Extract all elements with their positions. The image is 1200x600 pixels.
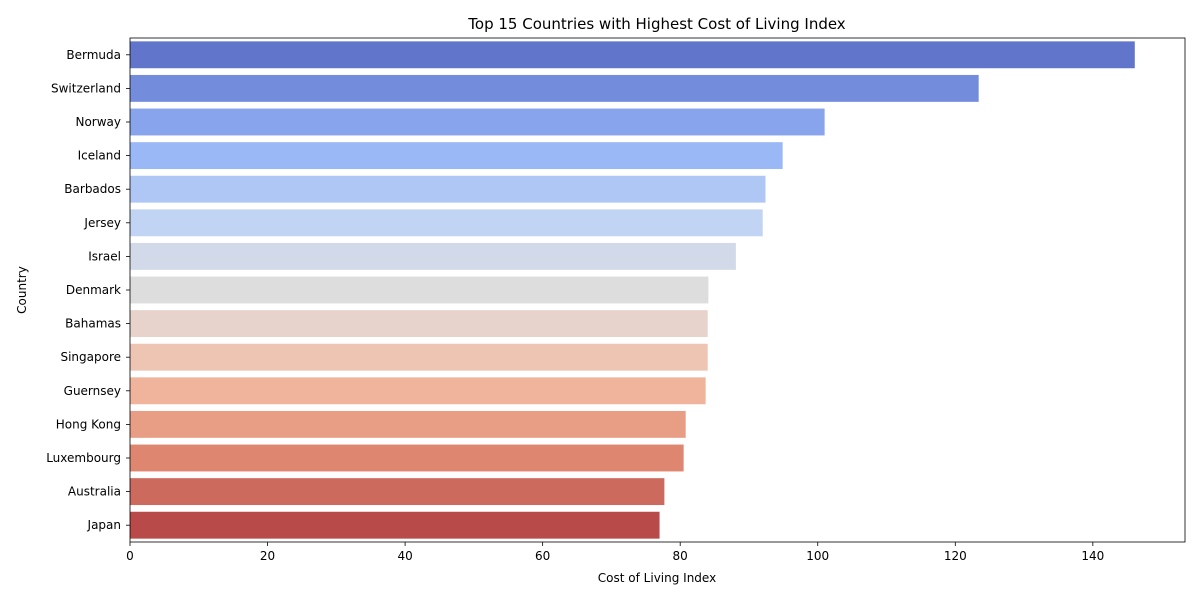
bar-australia (130, 478, 665, 506)
y-tick-label: Bahamas (65, 317, 121, 331)
chart-title: Top 15 Countries with Highest Cost of Li… (467, 15, 846, 33)
bar-singapore (130, 343, 708, 371)
y-tick-label: Australia (68, 485, 121, 499)
bar-hong-kong (130, 410, 686, 438)
bars-group (130, 41, 1135, 539)
x-tick-label: 120 (944, 549, 967, 563)
bar-jersey (130, 209, 763, 237)
y-tick-label: Denmark (66, 283, 121, 297)
bar-iceland (130, 142, 783, 170)
y-tick-label: Norway (75, 115, 121, 129)
plot-frame (129, 37, 1186, 543)
y-tick-label: Singapore (60, 350, 121, 364)
bar-switzerland (130, 74, 979, 102)
bar-japan (130, 511, 660, 539)
x-axis-ticks: 0 20 40 60 80 100 120 140 (126, 542, 1104, 563)
y-tick-label: Japan (87, 518, 121, 532)
y-tick-label: Iceland (78, 149, 121, 163)
y-tick-label: Bermuda (66, 48, 121, 62)
bar-luxembourg (130, 444, 684, 472)
bar-denmark (130, 276, 709, 304)
y-tick-label: Jersey (83, 216, 121, 230)
bar-bahamas (130, 310, 708, 338)
y-tick-label: Hong Kong (56, 417, 121, 431)
x-tick-label: 100 (806, 549, 829, 563)
y-tick-label: Barbados (64, 182, 121, 196)
y-tick-label: Switzerland (51, 81, 121, 95)
x-axis-label: Cost of Living Index (598, 571, 716, 585)
x-tick-label: 60 (535, 549, 550, 563)
y-axis-ticks: Bermuda Switzerland Norway Iceland Barbados J… (46, 48, 130, 532)
bar-guernsey (130, 377, 706, 405)
x-tick-label: 140 (1081, 549, 1104, 563)
bar-bermuda (130, 41, 1135, 69)
x-tick-label: 40 (397, 549, 412, 563)
x-tick-label: 80 (673, 549, 688, 563)
x-tick-label: 0 (126, 549, 134, 563)
y-axis-label: Country (15, 266, 29, 314)
y-tick-label: Guernsey (64, 384, 121, 398)
bar-barbados (130, 175, 766, 203)
x-tick-label: 20 (260, 549, 275, 563)
bar-norway (130, 108, 825, 136)
y-tick-label: Luxembourg (46, 451, 121, 465)
y-tick-label: Israel (88, 249, 121, 263)
bar-israel (130, 242, 736, 270)
